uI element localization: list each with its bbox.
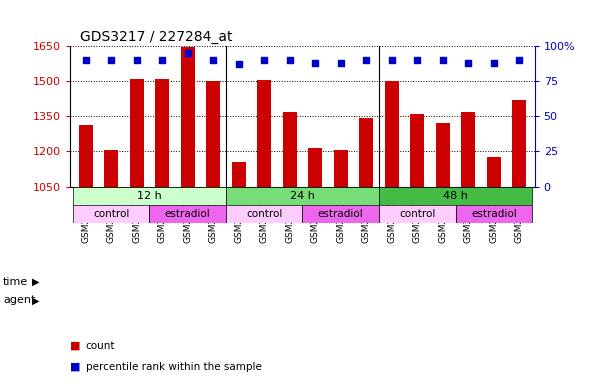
Bar (104, 150, 118, 187)
Point (361, 57, 371, 63)
Text: estradiol: estradiol (165, 209, 211, 218)
Bar (487, 157, 501, 187)
Point (336, 60, 346, 66)
Text: estradiol: estradiol (471, 209, 517, 218)
Text: 12 h: 12 h (137, 190, 162, 200)
Bar (379, 187, 532, 205)
Point (310, 60, 320, 66)
Bar (512, 100, 526, 187)
Bar (410, 114, 424, 187)
Text: ▶: ▶ (32, 295, 39, 305)
Text: count: count (86, 341, 115, 351)
Bar (73, 187, 226, 205)
Bar (308, 148, 322, 187)
Text: control: control (399, 209, 436, 218)
Text: agent: agent (3, 295, 35, 305)
Text: ▶: ▶ (32, 277, 39, 287)
Bar (302, 205, 379, 223)
Point (412, 57, 422, 63)
Bar (379, 205, 456, 223)
Bar (130, 79, 144, 187)
Point (208, 57, 218, 63)
Text: ■: ■ (70, 341, 81, 351)
Bar (456, 205, 532, 223)
Text: control: control (93, 209, 130, 218)
Text: 24 h: 24 h (290, 190, 315, 200)
Bar (149, 205, 226, 223)
Point (489, 60, 499, 66)
Bar (206, 81, 220, 187)
Text: estradiol: estradiol (318, 209, 364, 218)
Text: percentile rank within the sample: percentile rank within the sample (86, 362, 262, 372)
Bar (436, 123, 450, 187)
Point (463, 60, 473, 66)
Bar (181, 47, 195, 187)
Bar (73, 205, 149, 223)
Text: ■: ■ (70, 362, 81, 372)
Point (183, 50, 192, 56)
Bar (461, 112, 475, 187)
Bar (257, 80, 271, 187)
Bar (334, 150, 348, 187)
Bar (79, 124, 93, 187)
Point (285, 57, 295, 63)
Text: control: control (246, 209, 282, 218)
Point (81, 57, 90, 63)
Point (132, 57, 142, 63)
Bar (359, 118, 373, 187)
Text: time: time (3, 277, 28, 287)
Point (106, 57, 116, 63)
Point (234, 61, 244, 68)
Bar (232, 162, 246, 187)
Bar (226, 187, 379, 205)
Bar (226, 205, 302, 223)
Point (387, 57, 397, 63)
Bar (385, 81, 399, 187)
Text: 48 h: 48 h (443, 190, 468, 200)
Text: GDS3217 / 227284_at: GDS3217 / 227284_at (79, 30, 232, 44)
Point (259, 57, 269, 63)
Point (514, 57, 524, 63)
Bar (283, 112, 297, 187)
Point (157, 57, 167, 63)
Point (438, 57, 448, 63)
Bar (155, 79, 169, 187)
